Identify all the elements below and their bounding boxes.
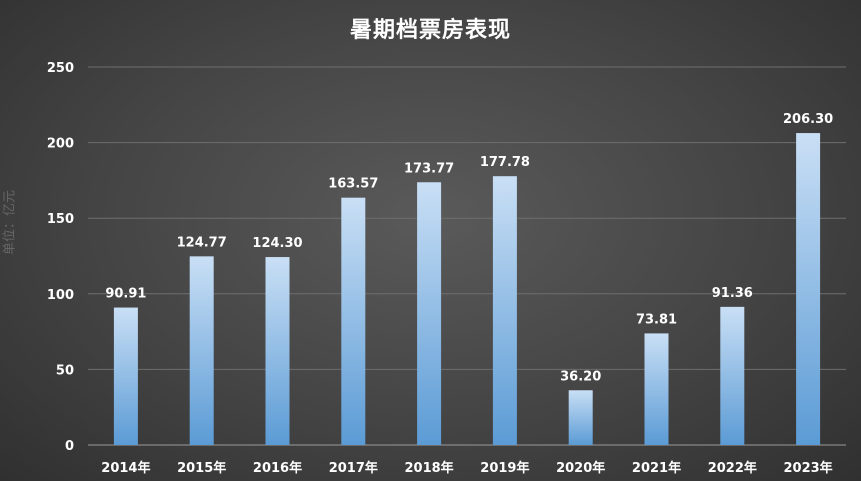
x-tick-label: 2014年 bbox=[101, 460, 150, 476]
bar bbox=[720, 306, 745, 445]
x-tick-label: 2016年 bbox=[253, 460, 302, 476]
data-label: 177.78 bbox=[480, 155, 530, 170]
data-label: 173.77 bbox=[404, 161, 454, 176]
data-label: 73.81 bbox=[636, 312, 677, 327]
data-label: 124.77 bbox=[177, 235, 227, 250]
bar bbox=[492, 176, 517, 445]
data-label: 36.20 bbox=[560, 369, 601, 384]
x-tick-label: 2018年 bbox=[405, 460, 454, 476]
x-tick-label: 2020年 bbox=[556, 460, 605, 476]
bar bbox=[341, 197, 366, 445]
x-tick-label: 2021年 bbox=[632, 460, 681, 476]
x-tick-label: 2015年 bbox=[177, 460, 226, 476]
bar bbox=[796, 133, 821, 445]
bar bbox=[189, 256, 214, 445]
bar bbox=[417, 182, 442, 445]
x-tick-label: 2022年 bbox=[708, 460, 757, 476]
y-tick-label: 200 bbox=[47, 137, 74, 152]
y-tick-label: 100 bbox=[47, 288, 74, 303]
data-label: 90.91 bbox=[105, 287, 146, 302]
y-tick-label: 50 bbox=[56, 363, 74, 378]
data-label: 206.30 bbox=[783, 112, 833, 127]
bar bbox=[113, 307, 138, 445]
data-label: 163.57 bbox=[328, 177, 378, 192]
y-tick-label: 0 bbox=[65, 439, 74, 454]
y-tick-label: 250 bbox=[47, 61, 74, 76]
bar bbox=[568, 390, 593, 445]
chart-title: 暑期档票房表现 bbox=[349, 18, 511, 43]
bar bbox=[265, 257, 290, 445]
y-tick-label: 150 bbox=[47, 212, 74, 227]
data-label: 124.30 bbox=[252, 236, 302, 251]
data-label: 91.36 bbox=[712, 286, 753, 301]
x-tick-label: 2019年 bbox=[480, 460, 529, 476]
x-tick-label: 2023年 bbox=[784, 460, 833, 476]
x-tick-label: 2017年 bbox=[329, 460, 378, 476]
bar bbox=[644, 333, 669, 445]
